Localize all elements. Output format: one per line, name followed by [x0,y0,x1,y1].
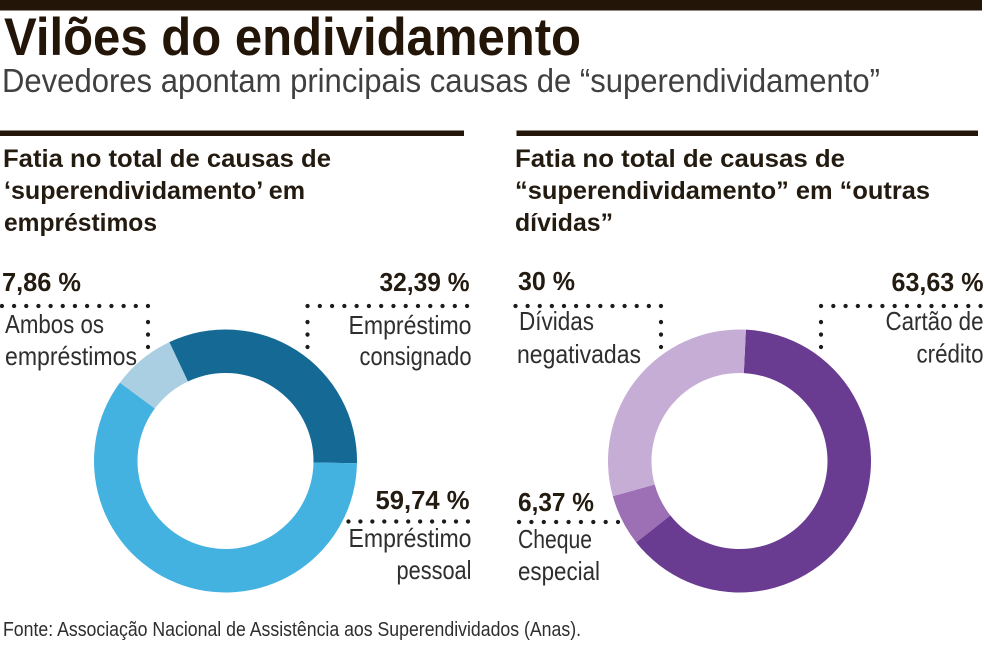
svg-text:Vilões do endividamento: Vilões do endividamento [4,8,581,67]
svg-text:crédito: crédito [917,339,984,369]
svg-text:Dívidas: Dívidas [519,306,594,336]
svg-text:‘superendividamento’ em: ‘superendividamento’ em [4,177,305,205]
svg-text:negativadas: negativadas [517,339,641,369]
svg-text:Ambos os: Ambos os [5,309,104,339]
svg-text:32,39 %: 32,39 % [380,267,470,297]
svg-text:pessoal: pessoal [397,555,472,585]
svg-text:Empréstimo: Empréstimo [349,310,472,340]
svg-text:Fatia no total de causas de: Fatia no total de causas de [3,145,331,173]
svg-text:empréstimos: empréstimos [5,341,137,371]
svg-text:59,74 %: 59,74 % [376,485,470,515]
svg-text:63,63 %: 63,63 % [892,267,984,297]
svg-text:Empréstimo: Empréstimo [349,523,472,553]
svg-text:30 %: 30 % [518,266,575,296]
svg-text:empréstimos: empréstimos [4,209,157,237]
svg-text:Fonte: Associação Nacional de: Fonte: Associação Nacional de Assistênci… [3,619,581,641]
svg-text:Cartão de: Cartão de [886,306,984,336]
svg-text:Cheque: Cheque [518,524,592,554]
svg-text:Devedores apontam principais c: Devedores apontam principais causas de “… [2,62,880,99]
svg-text:consignado: consignado [360,341,472,371]
svg-text:6,37 %: 6,37 % [518,487,594,517]
svg-text:Fatia no total de causas de: Fatia no total de causas de [515,145,845,173]
svg-text:7,86 %: 7,86 % [2,267,81,297]
svg-text:“superendividamento” em “outra: “superendividamento” em “outras [515,177,930,205]
svg-text:especial: especial [518,556,600,586]
svg-text:dívidas”: dívidas” [515,209,613,237]
